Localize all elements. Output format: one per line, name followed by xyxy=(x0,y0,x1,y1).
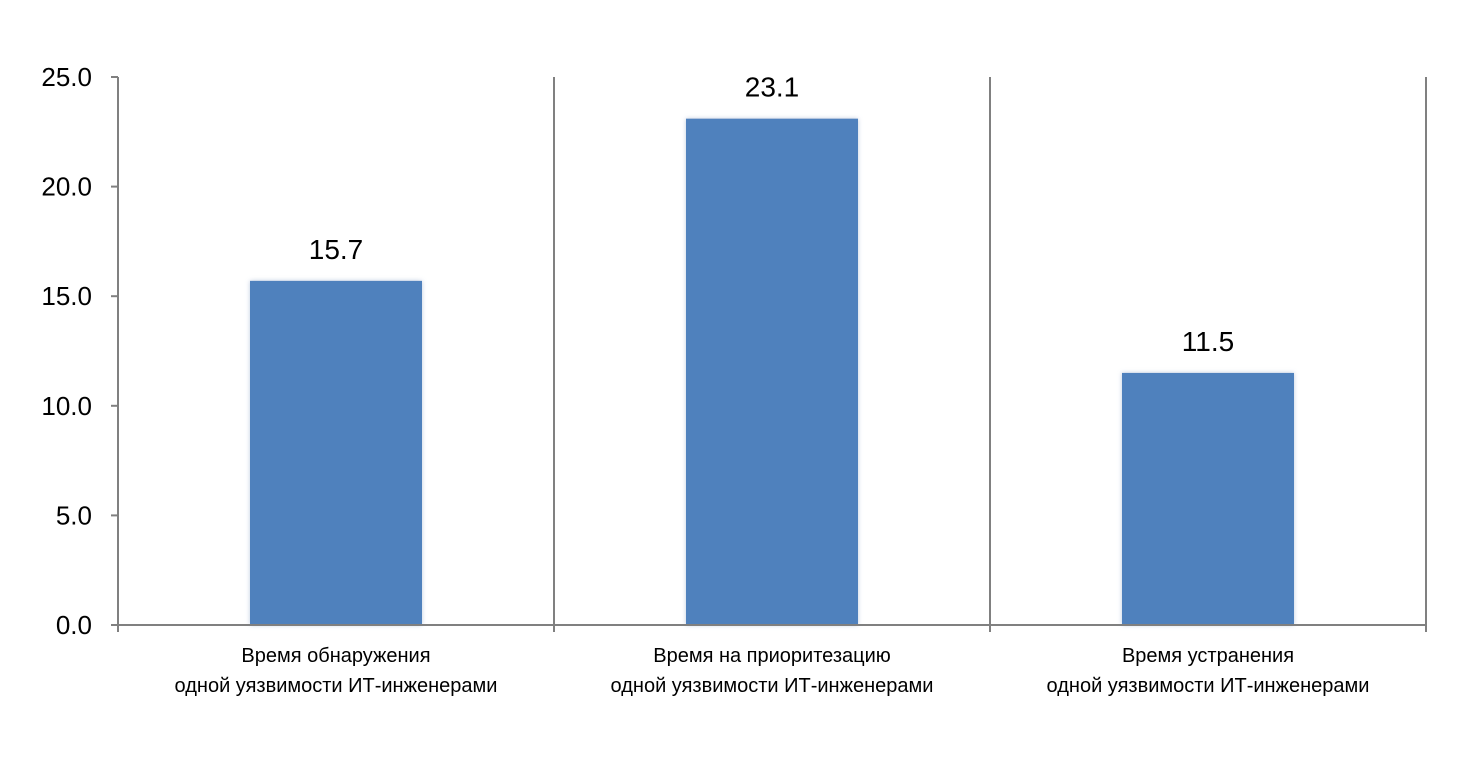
x-tick-label: одной уязвимости ИТ-инженерами xyxy=(1047,675,1370,697)
y-tick-label: 10.0 xyxy=(41,391,92,421)
y-tick-label: 5.0 xyxy=(56,500,92,530)
bar xyxy=(1122,372,1294,625)
x-tick-label: Время на приоритезацию xyxy=(653,645,891,667)
data-label: 11.5 xyxy=(1182,326,1234,357)
data-label: 23.1 xyxy=(745,72,800,103)
x-tick-label: Время обнаружения xyxy=(241,645,430,667)
data-labels: 15.7 23.1 11.5 xyxy=(309,72,1234,357)
bar xyxy=(250,280,422,625)
y-axis: 0.0 5.0 10.0 15.0 20.0 25.0 xyxy=(41,62,119,640)
x-axis: Время обнаружения одной уязвимости ИТ-инж… xyxy=(118,624,1426,697)
x-tick-label: одной уязвимости ИТ-инженерами xyxy=(175,675,498,697)
y-tick-label: 20.0 xyxy=(41,172,92,202)
y-tick-label: 15.0 xyxy=(41,281,92,311)
y-tick-label: 25.0 xyxy=(41,62,92,92)
bar xyxy=(686,118,858,625)
x-tick-label: Время устранения xyxy=(1122,645,1294,667)
category-separators xyxy=(553,77,1427,632)
x-tick-label: одной уязвимости ИТ-инженерами xyxy=(611,675,934,697)
bars xyxy=(250,118,1294,625)
data-label: 15.7 xyxy=(309,234,364,265)
y-tick-label: 0.0 xyxy=(56,610,92,640)
